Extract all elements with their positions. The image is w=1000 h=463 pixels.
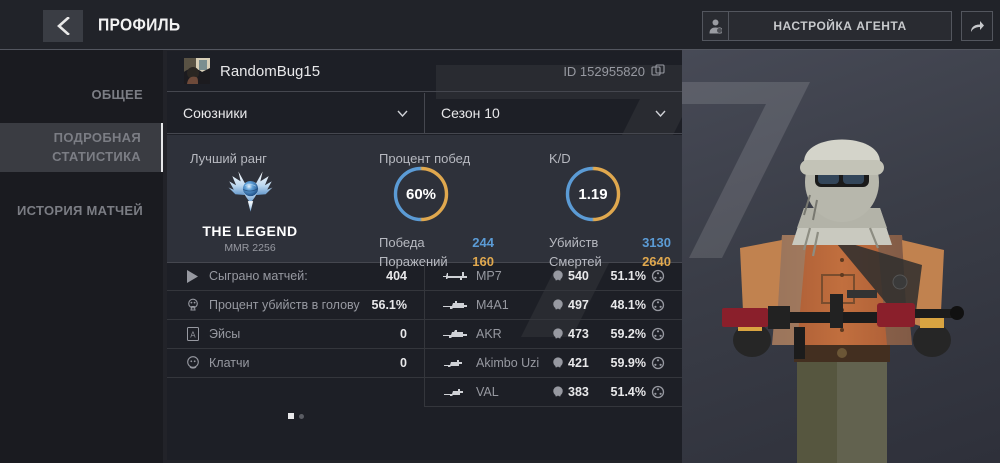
svg-text:A: A bbox=[190, 331, 196, 340]
